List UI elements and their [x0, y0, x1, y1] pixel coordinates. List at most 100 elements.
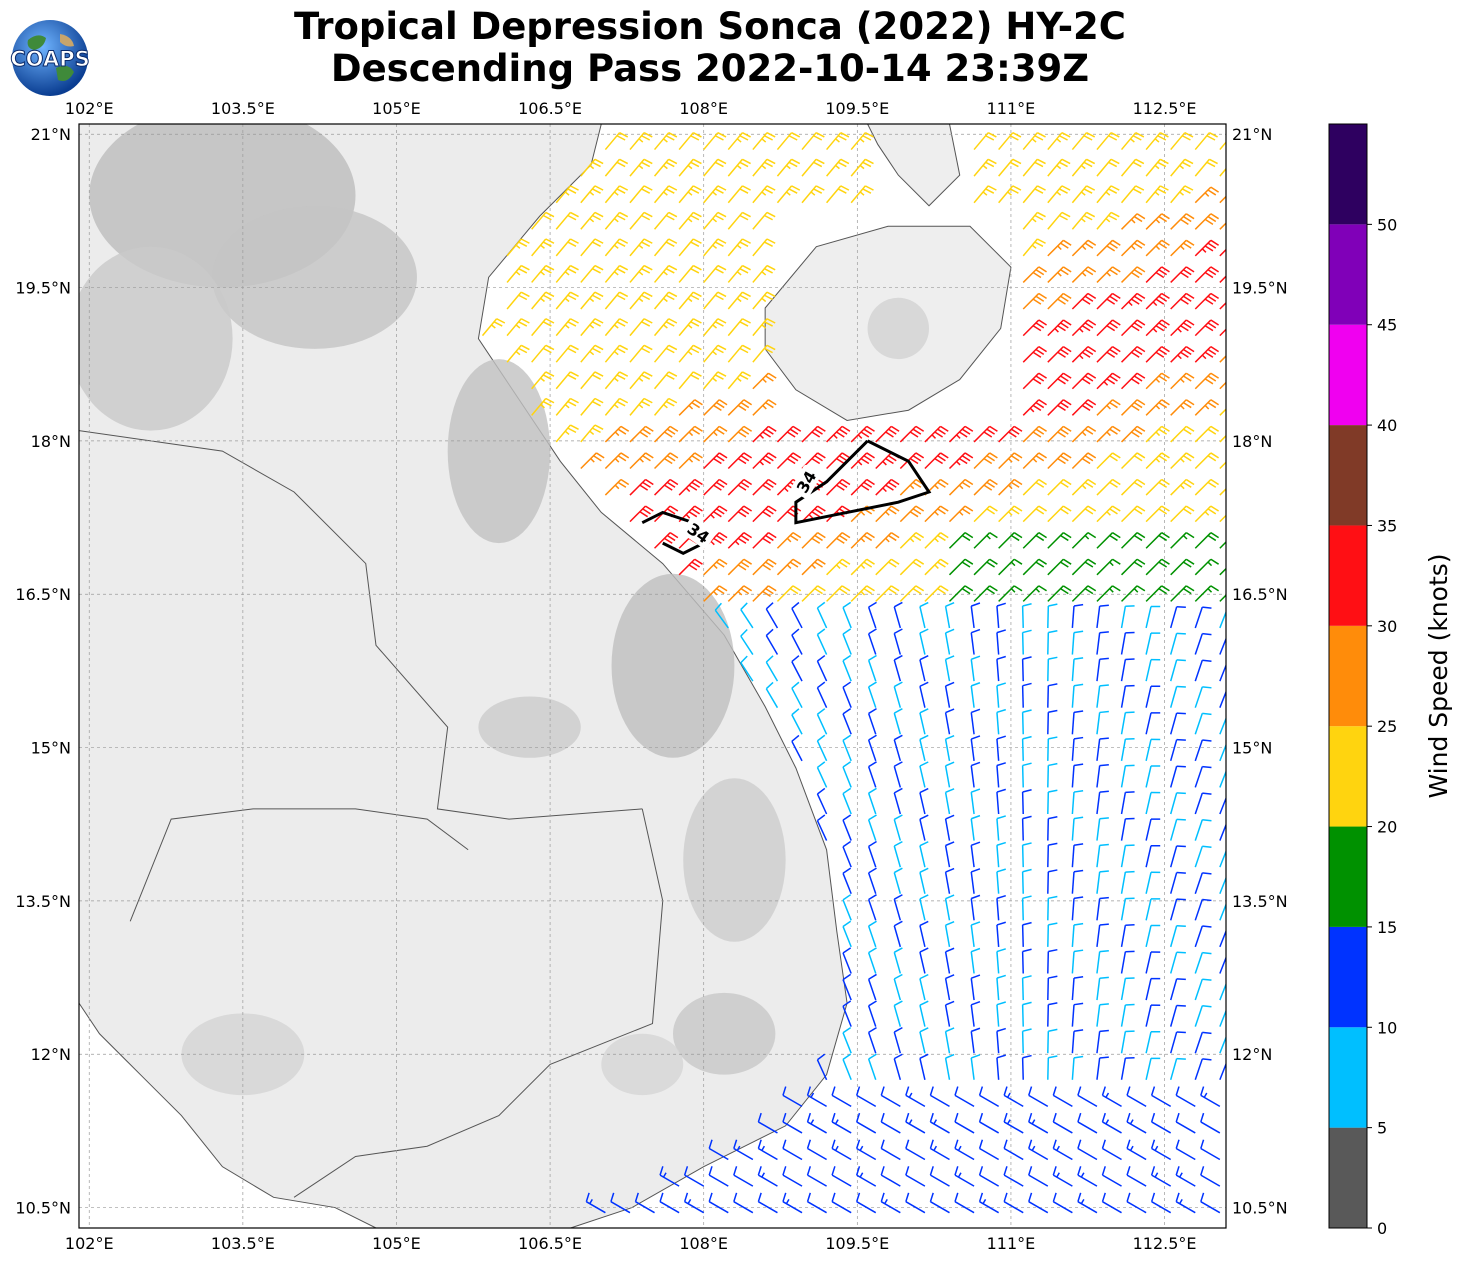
wind-barb: [948, 452, 974, 470]
wind-barb: [1120, 924, 1135, 948]
lat-tick-label: 19.5°N: [15, 279, 71, 298]
wind-barb: [1047, 948, 1058, 974]
wind-barb: [531, 264, 555, 283]
wind-barb: [1219, 248, 1226, 257]
wind-barb: [1145, 319, 1170, 337]
wind-barb: [1170, 558, 1195, 576]
wind-barb: [1021, 868, 1032, 894]
wind-barb: [1169, 951, 1186, 974]
wind-barb: [1194, 266, 1220, 283]
wind-barb: [1145, 658, 1161, 682]
terrain-shade: [212, 205, 417, 349]
wind-barb: [531, 291, 555, 310]
lon-tick-label: 105°E: [372, 1234, 421, 1253]
wind-barb: [826, 452, 851, 470]
wind-barb: [1170, 425, 1195, 443]
wind-barb: [867, 708, 877, 735]
wind-barb: [1121, 558, 1146, 576]
wind-barb: [1194, 872, 1212, 894]
leizhou-peninsula: [867, 124, 961, 207]
wind-barb: [654, 425, 679, 443]
wind-barb: [842, 734, 852, 762]
wind-barb: [1194, 345, 1220, 363]
wind-barb: [653, 291, 678, 310]
wind-barb: [1194, 132, 1218, 151]
wind-barb: [944, 814, 955, 841]
wind-barb: [1096, 604, 1109, 629]
wind-barb: [1219, 1035, 1226, 1054]
wind-barb: [1194, 319, 1220, 337]
wind-barb: [1077, 1086, 1098, 1108]
wind-barb: [1052, 1139, 1073, 1161]
wind-barb: [708, 1166, 729, 1187]
colorbar-tick-label: 25: [1377, 717, 1397, 736]
wind-barb: [1219, 663, 1226, 682]
wind-barb: [1101, 1139, 1122, 1161]
wind-barb: [604, 132, 629, 151]
map-title-line1: Tropical Depression Sonca (2022) HY-2C: [294, 5, 1126, 48]
wind-barb: [1022, 185, 1046, 204]
wind-barb: [1169, 1057, 1186, 1080]
wind-barb: [1096, 185, 1120, 204]
wind-barb: [875, 558, 900, 576]
wind-barb: [1169, 765, 1186, 788]
colorbar: 0 5 10 15 20 25 30 35 40 45 50: [1328, 123, 1397, 1238]
wind-barb: [757, 1192, 778, 1214]
wind-barb: [604, 397, 629, 416]
wind-barb: [973, 478, 998, 496]
wind-barb: [1071, 132, 1096, 151]
wind-barb: [970, 761, 981, 788]
wind-barb: [1145, 1031, 1161, 1054]
wind-barb: [1194, 925, 1212, 948]
wind-barb: [1121, 585, 1146, 602]
wind-barb: [727, 585, 753, 602]
wind-barb: [806, 1086, 827, 1108]
lon-tick-label: 102°E: [65, 99, 114, 118]
wind-barb: [842, 894, 852, 921]
lat-tick-label: 12°N: [31, 1045, 71, 1064]
wind-barb: [727, 318, 751, 337]
wind-barb: [944, 734, 955, 761]
wind-barb: [604, 211, 629, 230]
wind-barb: [944, 841, 955, 868]
wind-barb: [1150, 1086, 1172, 1108]
colorbar-label: Wind Speed (knots): [1424, 553, 1453, 798]
wind-barb: [1071, 949, 1084, 974]
wind-barb: [776, 585, 802, 602]
wind-barb: [1175, 1086, 1196, 1108]
wind-barb: [1120, 684, 1135, 708]
wind-barb: [1169, 978, 1186, 1001]
wind-barb: [1071, 1055, 1084, 1080]
wind-barb: [1071, 372, 1097, 390]
wind-barb: [1145, 605, 1161, 629]
colorbar-segment: [1329, 1027, 1367, 1128]
wind-barb: [867, 761, 877, 788]
wind-barb: [978, 1192, 1000, 1214]
wind-barb: [1219, 955, 1226, 974]
wind-barb: [531, 371, 555, 390]
wind-barb: [998, 425, 1023, 443]
wind-barb: [919, 601, 929, 629]
wind-barb: [1052, 1112, 1073, 1134]
wind-barb: [1170, 319, 1195, 337]
wind-barb: [678, 238, 702, 257]
wind-barb: [703, 185, 727, 204]
wind-barb: [1121, 399, 1146, 416]
wind-barb: [1145, 818, 1161, 841]
wind-barb: [970, 788, 981, 815]
wind-barb: [867, 894, 877, 921]
wind-barb: [954, 1086, 975, 1108]
wind-barb: [659, 1192, 680, 1214]
wind-barb: [1194, 659, 1212, 682]
wind-barb: [1101, 1086, 1122, 1108]
wind-barb: [867, 787, 877, 815]
wind-barb: [580, 424, 604, 443]
wind-barb: [1219, 716, 1226, 735]
wind-barb: [816, 761, 828, 788]
wind-barb: [604, 452, 630, 470]
wind-barb: [850, 478, 875, 496]
wind-barb: [703, 371, 727, 390]
wind-barb: [867, 628, 877, 655]
wind-barb: [1194, 898, 1212, 921]
wind-barb: [1047, 132, 1071, 151]
